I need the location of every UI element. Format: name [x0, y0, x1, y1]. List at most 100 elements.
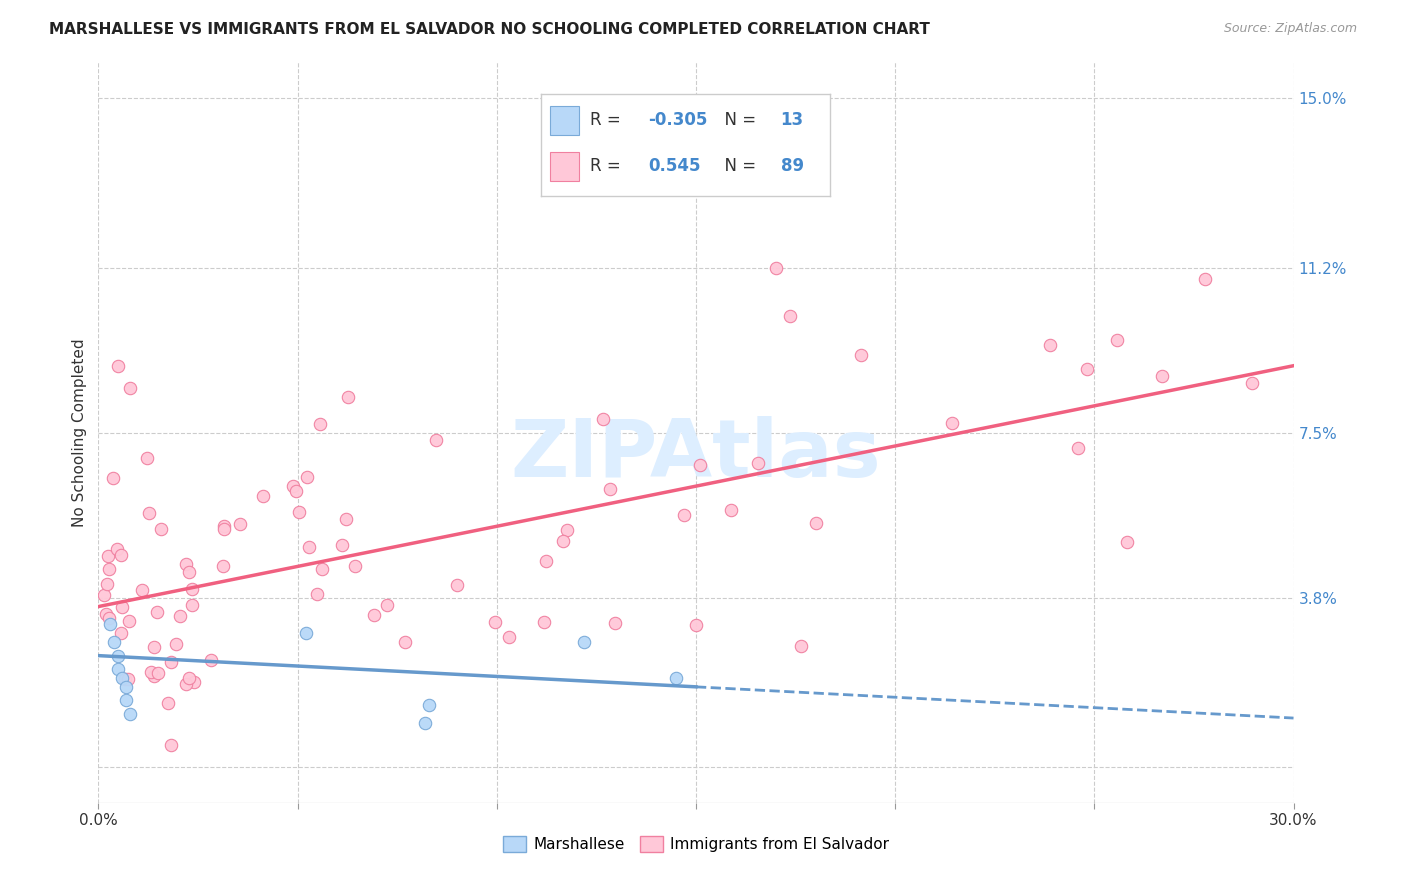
Text: R =: R =	[591, 112, 626, 129]
Point	[287, 504, 309, 518]
Point	[181, 582, 204, 596]
Point	[283, 479, 305, 493]
Point	[101, 471, 124, 485]
Point	[214, 521, 236, 535]
Point	[418, 698, 440, 712]
Point	[150, 523, 173, 537]
FancyBboxPatch shape	[550, 106, 579, 135]
Point	[159, 738, 181, 752]
Point	[779, 309, 801, 323]
Point	[551, 534, 574, 549]
Text: 89: 89	[780, 158, 804, 176]
Point	[498, 630, 520, 644]
Point	[177, 565, 200, 579]
Point	[592, 412, 614, 426]
Point	[146, 605, 169, 619]
Point	[1241, 376, 1264, 390]
Point	[685, 617, 707, 632]
Point	[1194, 271, 1216, 285]
Point	[143, 669, 166, 683]
Point	[673, 508, 696, 522]
Text: R =: R =	[591, 158, 631, 176]
Point	[765, 260, 787, 275]
Point	[165, 637, 187, 651]
Point	[337, 391, 360, 405]
Point	[295, 470, 318, 484]
Point	[804, 516, 827, 530]
Point	[599, 482, 621, 496]
Point	[156, 696, 179, 710]
Point	[96, 577, 118, 591]
Point	[96, 607, 118, 621]
Point	[574, 635, 596, 649]
Point	[849, 348, 872, 362]
Point	[212, 519, 235, 533]
Point	[446, 578, 468, 592]
FancyBboxPatch shape	[550, 153, 579, 181]
Point	[107, 662, 129, 676]
Point	[1076, 361, 1098, 376]
Point	[183, 674, 205, 689]
Point	[179, 671, 201, 685]
Point	[720, 503, 742, 517]
Point	[343, 558, 366, 573]
Point	[98, 617, 122, 632]
Point	[180, 599, 202, 613]
Point	[111, 600, 134, 615]
Point	[375, 598, 398, 612]
Point	[294, 626, 316, 640]
Point	[747, 456, 769, 470]
Point	[142, 640, 165, 654]
Point	[311, 562, 333, 576]
Point	[107, 648, 129, 663]
Text: ZIPAtlas: ZIPAtlas	[510, 416, 882, 494]
Point	[93, 589, 115, 603]
Point	[413, 715, 436, 730]
Point	[1067, 441, 1090, 455]
Point	[97, 562, 120, 576]
Text: 13: 13	[780, 112, 804, 129]
Point	[120, 706, 142, 721]
Point	[484, 615, 506, 630]
Point	[110, 625, 132, 640]
Text: MARSHALLESE VS IMMIGRANTS FROM EL SALVADOR NO SCHOOLING COMPLETED CORRELATION CH: MARSHALLESE VS IMMIGRANTS FROM EL SALVAD…	[49, 22, 931, 37]
Point	[534, 554, 557, 568]
Point	[284, 484, 307, 499]
Text: Source: ZipAtlas.com: Source: ZipAtlas.com	[1223, 22, 1357, 36]
Point	[1152, 369, 1174, 384]
Point	[665, 671, 688, 685]
Point	[229, 517, 252, 532]
Point	[330, 537, 353, 551]
Point	[565, 100, 588, 114]
Point	[425, 433, 447, 447]
Legend: Marshallese, Immigrants from El Salvador: Marshallese, Immigrants from El Salvador	[496, 830, 896, 858]
Point	[533, 615, 555, 629]
Point	[174, 677, 197, 691]
Point	[298, 540, 321, 554]
Point	[103, 635, 125, 649]
Point	[107, 359, 129, 373]
Point	[941, 416, 963, 430]
Point	[118, 614, 141, 628]
Point	[200, 652, 222, 666]
Point	[174, 558, 197, 572]
Point	[363, 607, 385, 622]
Point	[97, 549, 120, 564]
Text: 0.545: 0.545	[648, 158, 700, 176]
Point	[309, 417, 332, 431]
Point	[120, 381, 142, 395]
Text: N =: N =	[714, 158, 762, 176]
Point	[252, 489, 274, 503]
Point	[1107, 334, 1129, 348]
Point	[557, 523, 579, 537]
Text: -0.305: -0.305	[648, 112, 707, 129]
Point	[1038, 338, 1060, 352]
Point	[98, 611, 121, 625]
Point	[105, 542, 128, 557]
Point	[307, 587, 329, 601]
Point	[169, 609, 191, 624]
Point	[1116, 535, 1139, 549]
Point	[115, 680, 138, 694]
Point	[394, 635, 416, 649]
Point	[138, 506, 160, 520]
